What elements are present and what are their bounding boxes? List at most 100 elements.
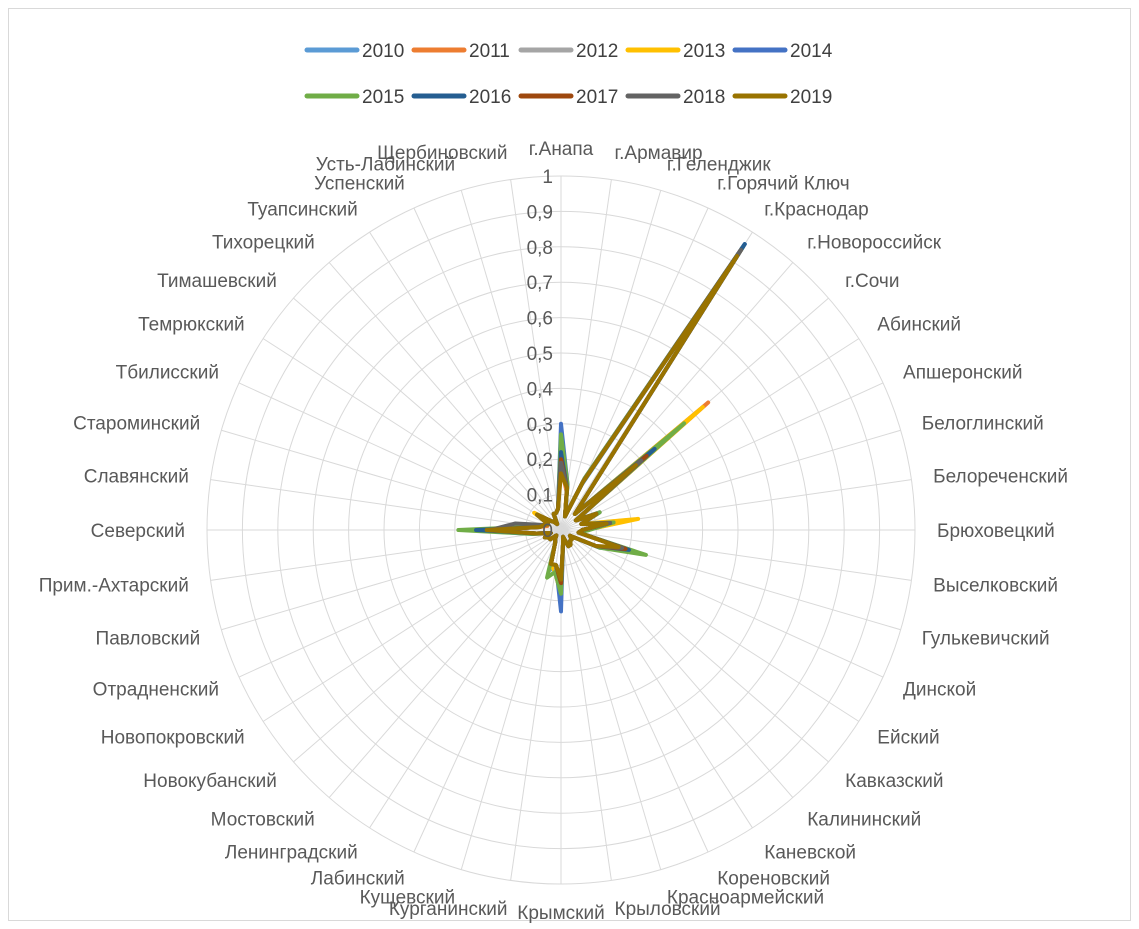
category-label: Тимашевский	[157, 271, 277, 292]
axis-tick-label: 0,2	[527, 450, 553, 471]
grid-spoke	[560, 338, 860, 531]
grid-spoke	[238, 529, 562, 678]
grid-spoke	[413, 529, 562, 853]
grid-spoke	[560, 529, 829, 763]
category-label: Прим.-Ахтарский	[39, 575, 189, 596]
category-label: Ленинградский	[225, 842, 358, 863]
grid-spoke	[328, 262, 562, 531]
legend-label: 2014	[790, 41, 833, 62]
legend: 2010 2011 2012 2013 2014 2015 2016 2017 2018 2019	[304, 41, 833, 108]
grid-spoke	[210, 479, 562, 531]
category-label: Каневской	[764, 842, 856, 863]
category-label: Туапсинский	[247, 200, 357, 221]
grid-spoke	[560, 529, 612, 881]
category-label: г.Горячий Ключ	[717, 174, 849, 195]
radial-axis-ticks: 0 0,1 0,2 0,3 0,4 0,5 0,6 0,7 0,8 0,9 1	[527, 167, 554, 542]
category-label: г.Армавир	[615, 143, 703, 164]
category-label: Кавказский	[845, 771, 943, 792]
radar-series-group	[456, 242, 747, 614]
legend-label: 2013	[683, 41, 725, 62]
category-label: г.Анапа	[529, 139, 594, 160]
grid-spoke	[221, 429, 562, 531]
category-label: Динской	[903, 680, 976, 701]
category-label: Павловский	[96, 629, 201, 650]
legend-label: 2017	[576, 87, 618, 108]
grid-spoke	[328, 529, 562, 798]
category-label: Белореченский	[933, 467, 1068, 488]
axis-tick-label: 0,7	[527, 273, 553, 294]
category-label: Курганинский	[389, 899, 508, 920]
category-label: Мостовский	[211, 810, 315, 831]
legend-label: 2012	[576, 41, 618, 62]
category-label: г.Краснодар	[764, 200, 868, 221]
grid-spoke	[560, 529, 860, 722]
axis-tick-label: 0,6	[527, 309, 553, 330]
legend-label: 2015	[362, 87, 404, 108]
legend-label: 2010	[362, 41, 404, 62]
grid-spoke	[510, 179, 562, 531]
grid-spoke	[221, 529, 562, 631]
category-label: г.Новороссийск	[807, 232, 941, 253]
grid-spoke	[210, 529, 562, 581]
grid-spoke	[460, 529, 562, 870]
grid-spoke	[369, 529, 562, 829]
axis-tick-label: 0	[542, 521, 553, 542]
grid-spoke	[560, 262, 794, 531]
grid-spoke	[560, 179, 612, 531]
legend-label: 2016	[469, 87, 511, 108]
series-line-2019	[484, 254, 740, 582]
grid-spoke	[560, 529, 709, 853]
grid-spoke	[262, 338, 562, 531]
axis-tick-label: 0,1	[527, 486, 553, 507]
category-label: Успенский	[314, 174, 405, 195]
axis-tick-label: 0,8	[527, 238, 553, 259]
chart-area	[8, 8, 1131, 921]
grid-spoke	[560, 529, 662, 870]
grid-spoke	[560, 382, 884, 531]
legend-label: 2018	[683, 87, 725, 108]
category-label: Славянский	[84, 467, 189, 488]
grid-spoke	[560, 529, 912, 581]
category-label: Темрюкский	[138, 314, 245, 335]
category-label: Отрадненский	[93, 680, 219, 701]
category-label: Новопокровский	[101, 728, 245, 749]
axis-tick-label: 0,5	[527, 344, 553, 365]
legend-label: 2011	[469, 41, 510, 62]
grid-spoke	[560, 529, 794, 798]
category-label: Лабинский	[311, 868, 405, 889]
category-label: Староминский	[73, 413, 200, 434]
axis-tick-label: 0,4	[527, 379, 554, 400]
category-label: Новокубанский	[143, 771, 277, 792]
category-label: Абинский	[877, 314, 961, 335]
axis-tick-label: 0,9	[527, 202, 553, 223]
grid-spoke	[510, 529, 562, 881]
category-label: Усть-Лабинский	[316, 154, 455, 175]
grid-spoke	[238, 382, 562, 531]
axis-tick-label: 1	[542, 167, 553, 188]
category-label: Брюховецкий	[937, 521, 1055, 542]
grid-spoke	[560, 429, 901, 531]
category-label: г.Геленджик	[667, 154, 771, 175]
grid-spoke	[560, 529, 753, 829]
category-label: Кущевский	[360, 888, 455, 909]
grid-spoke	[293, 297, 562, 531]
category-label: Тихорецкий	[212, 232, 315, 253]
grid-spoke	[262, 529, 562, 722]
category-label: Выселковский	[933, 575, 1058, 596]
category-label: Апшеронский	[903, 362, 1022, 383]
category-label: Ейский	[877, 728, 939, 749]
grid-spoke	[560, 190, 662, 531]
category-label: Кореновский	[717, 868, 830, 889]
grid-spoke	[413, 207, 562, 531]
axis-tick-label: 0,3	[527, 415, 553, 436]
category-label: Гулькевичский	[922, 629, 1050, 650]
category-label: Щербиновский	[377, 143, 507, 164]
category-label: г.Сочи	[845, 271, 899, 292]
category-label: Северский	[91, 521, 185, 542]
radar-gridlines	[206, 175, 916, 885]
category-label: Тбилисский	[116, 362, 219, 383]
grid-spoke	[560, 529, 884, 678]
category-label: Калининский	[807, 810, 921, 831]
